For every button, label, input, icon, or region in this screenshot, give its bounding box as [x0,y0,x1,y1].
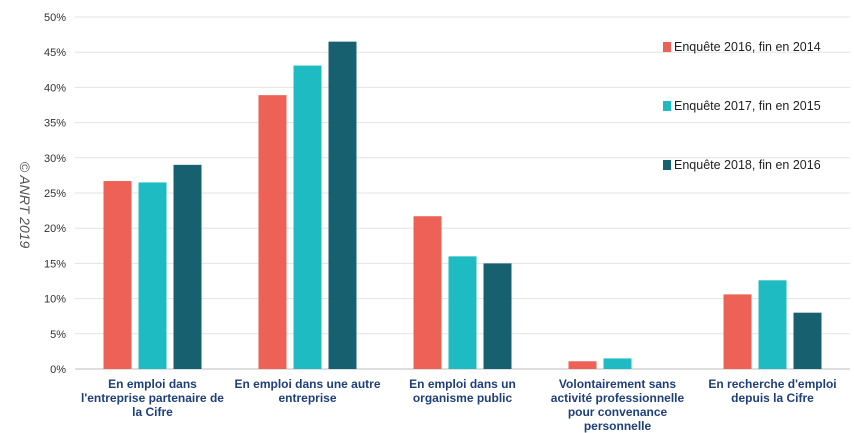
y-tick-label-50: 50% [44,12,66,24]
bar-s3-c2 [328,41,357,369]
bar-s1-c3 [413,216,442,369]
x-axis: En emploi dans l'entreprise partenaire de… [81,377,837,433]
bar-s2-c3 [448,256,477,369]
bar-s3-c5 [793,312,822,369]
y-tick-label-30: 30% [44,153,66,165]
copyright-label: © ANRT 2019 [17,162,33,249]
y-tick-label-45: 45% [44,47,66,59]
y-tick-label-0: 0% [50,364,66,376]
legend-label-2: Enquête 2017, fin en 2015 [674,99,821,113]
y-tick-label-15: 15% [44,258,66,270]
category-label-5: En recherche d'emploi depuis la Cifre [708,377,836,405]
y-tick-label-25: 25% [44,188,66,200]
bar-s2-c4 [603,358,632,369]
bar-s1-c5 [723,294,752,369]
y-tick-label-20: 20% [44,223,66,235]
bar-s3-c1 [173,164,202,369]
legend-swatch-1 [663,42,671,52]
y-tick-label-5: 5% [50,329,66,341]
legend-label-1: Enquête 2016, fin en 2014 [674,40,821,54]
legend-swatch-3 [663,160,671,170]
y-tick-label-10: 10% [44,294,66,306]
gridlines [75,16,850,370]
bars [103,41,822,370]
bar-s1-c1 [103,181,132,369]
bar-s2-c5 [758,280,787,369]
bar-s2-c1 [138,182,167,369]
category-label-2: En emploi dans une autre entreprise [234,377,380,405]
y-tick-label-40: 40% [44,82,66,94]
legend-swatch-2 [663,101,671,111]
category-label-1: En emploi dans l'entreprise partenaire de… [81,377,224,419]
y-tick-label-35: 35% [44,118,66,130]
category-label-4: Volontairement sans activité professionne… [551,377,685,433]
bar-s1-c4 [568,361,597,369]
bar-s1-c2 [258,95,287,370]
y-axis: 0% 5% 10% 15% 20% 25% 30% 35% 40% 45% 50% [44,12,66,376]
category-label-3: En emploi dans un organisme public [409,377,516,405]
legend: Enquête 2016, fin en 2014 Enquête 2017, f… [663,40,821,172]
bar-s2-c2 [293,65,322,370]
legend-label-3: Enquête 2018, fin en 2016 [674,158,821,172]
bar-s3-c3 [483,263,512,369]
